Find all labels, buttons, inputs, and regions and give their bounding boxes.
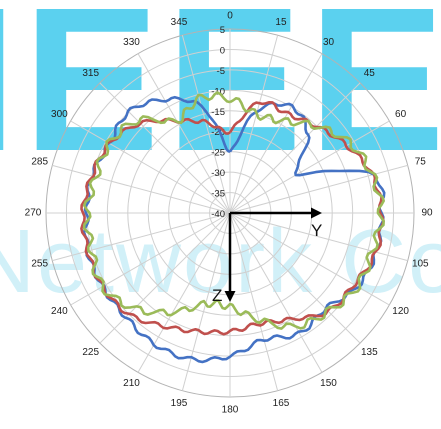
radial-tick-label: -40 — [211, 209, 225, 220]
grid-spoke — [52, 212, 231, 262]
angle-tick-label: 225 — [82, 347, 99, 358]
angle-tick-label: 195 — [171, 398, 188, 409]
angle-tick-label: 150 — [320, 378, 337, 389]
grid-spoke — [229, 164, 408, 214]
angle-tick-label: 75 — [415, 157, 427, 168]
grid-spoke — [181, 35, 231, 214]
radial-tick-label: -25 — [211, 148, 225, 159]
angle-tick-label: 135 — [361, 347, 378, 358]
angle-tick-label: 345 — [171, 17, 188, 28]
series-lines — [80, 91, 386, 364]
y-axis-label: Y — [311, 221, 322, 240]
grid-spoke — [70, 212, 231, 306]
grid-spoke — [229, 35, 279, 214]
angle-tick-label: 240 — [51, 306, 68, 317]
y-axis-arrowhead — [311, 207, 322, 219]
angle-tick-label: 180 — [222, 405, 239, 416]
series-line-2 — [80, 101, 385, 336]
angle-tick-label: 255 — [31, 258, 48, 269]
grid-spoke — [229, 212, 279, 391]
radial-tick-label: -35 — [211, 189, 225, 200]
grid-spoke — [229, 53, 323, 214]
angle-tick-label: 315 — [82, 68, 99, 79]
grid-spoke — [181, 212, 231, 391]
angle-tick-label: 105 — [412, 258, 429, 269]
grid-spoke — [229, 212, 361, 344]
coordinate-axes: Y Z — [212, 207, 322, 305]
angle-tick-label: 270 — [25, 208, 42, 219]
grid-spoke — [229, 82, 361, 214]
z-axis-label: Z — [212, 286, 222, 305]
radial-tick-label: -20 — [211, 127, 225, 138]
radial-tick-label: -5 — [217, 66, 225, 77]
z-axis-arrowhead — [224, 291, 236, 302]
radial-tick-label: -15 — [211, 107, 225, 118]
angle-tick-label: 30 — [323, 37, 335, 48]
angle-tick-label: 165 — [273, 398, 290, 409]
grid-spoke — [137, 53, 231, 214]
angle-tick-label: 210 — [123, 378, 140, 389]
watermark-text-top: IEEE — [0, 0, 441, 194]
grid-spoke — [99, 82, 231, 214]
angle-tick-label: 0 — [227, 11, 233, 22]
grid-spoke — [52, 164, 231, 214]
angle-tick-label: 45 — [364, 68, 376, 79]
radial-tick-label: 0 — [220, 45, 225, 56]
grid-spoke — [229, 212, 390, 306]
angle-tick-label: 330 — [123, 37, 140, 48]
radial-tick-label: 5 — [220, 25, 225, 36]
angle-tick-label: 120 — [392, 306, 409, 317]
grid-spoke — [229, 212, 323, 373]
angle-tick-label: 285 — [31, 157, 48, 168]
grid-spoke — [229, 212, 408, 262]
radial-tick-label: -30 — [211, 168, 225, 179]
angle-tick-label: 15 — [275, 17, 287, 28]
angle-tick-label: 300 — [51, 109, 68, 120]
grid-spoke — [229, 120, 390, 214]
grid-spoke — [70, 120, 231, 214]
angle-tick-label: 60 — [395, 109, 407, 120]
angle-tick-labels: 0 15 30 45 60 75 90 105 120 135 150 165 180 195 210 225… — [25, 11, 433, 416]
series-line-3 — [82, 91, 386, 330]
grid-spoke — [99, 212, 231, 344]
angle-tick-label: 90 — [421, 208, 433, 219]
